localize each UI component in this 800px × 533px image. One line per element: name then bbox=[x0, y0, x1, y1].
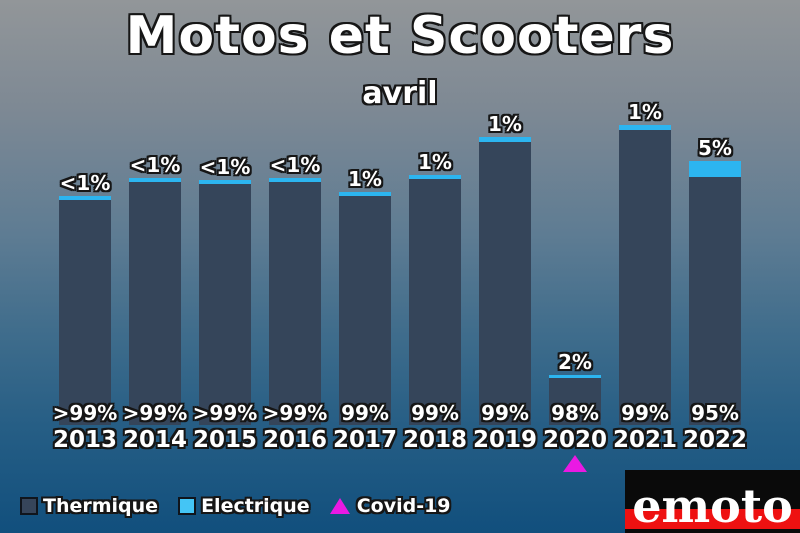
bar-column-2021: 1% 99% 2021 bbox=[610, 100, 680, 475]
electrique-bar-segment bbox=[479, 137, 531, 142]
bar-column-2020: 2% 98% 2020 bbox=[540, 100, 610, 475]
bar-column-2018: 1% 99% 2018 bbox=[400, 100, 470, 475]
covid-marker-icon bbox=[563, 455, 587, 472]
logo-text: emoto bbox=[632, 479, 793, 533]
electrique-bar-segment bbox=[409, 175, 461, 179]
electrique-bar-segment bbox=[549, 375, 601, 378]
thermique-bar: 99% bbox=[409, 175, 461, 425]
legend-item-thermique: Thermique bbox=[20, 495, 158, 517]
year-label: 2018 bbox=[402, 427, 467, 453]
year-label: 2019 bbox=[472, 427, 537, 453]
chart-title: Motos et Scooters bbox=[125, 6, 675, 66]
year-label: 2015 bbox=[192, 427, 257, 453]
thermique-bar: >99% bbox=[123, 178, 187, 425]
thermique-share-label: 95% bbox=[691, 401, 739, 425]
bar-column-2022: 5% 95% 2022 bbox=[680, 100, 750, 475]
electrique-share-label: 2% bbox=[558, 350, 592, 374]
thermique-share-label: >99% bbox=[192, 401, 258, 425]
thermique-bar: 98% bbox=[549, 375, 601, 425]
bar-column-2019: 1% 99% 2019 bbox=[470, 100, 540, 475]
legend-label-thermique: Thermique bbox=[43, 495, 159, 517]
thermique-bar: >99% bbox=[263, 178, 327, 425]
legend-label-covid: Covid-19 bbox=[356, 495, 451, 517]
electrique-share-label: 1% bbox=[418, 150, 452, 174]
thermique-share-label: 98% bbox=[551, 401, 599, 425]
covid-marker-slot bbox=[563, 455, 587, 475]
thermique-share-label: >99% bbox=[122, 401, 188, 425]
electrique-share-label: 1% bbox=[348, 167, 382, 191]
thermique-share-label: 99% bbox=[621, 401, 669, 426]
electrique-bar-segment bbox=[59, 196, 111, 200]
electrique-share-label: <1% bbox=[269, 153, 321, 177]
chart-subtitle: avril bbox=[362, 76, 438, 111]
bar-chart: <1% >99% 2013 <1% >99% 2014 <1% >99% 2015 <1% >99%… bbox=[50, 100, 750, 475]
thermique-share-label: >99% bbox=[262, 401, 328, 425]
year-label: 2016 bbox=[262, 427, 327, 453]
thermique-bar: 95% bbox=[689, 161, 741, 425]
thermique-bar: >99% bbox=[193, 180, 257, 425]
thermique-swatch-icon bbox=[20, 497, 38, 515]
electrique-bar-segment bbox=[339, 192, 391, 196]
year-label: 2022 bbox=[682, 427, 747, 453]
legend-label-electrique: Electrique bbox=[201, 495, 310, 517]
thermique-bar: 99% bbox=[619, 125, 671, 426]
year-label: 2013 bbox=[52, 427, 117, 453]
electrique-swatch-icon bbox=[178, 497, 197, 515]
electrique-share-label: 5% bbox=[698, 136, 732, 160]
electrique-bar-segment bbox=[129, 178, 181, 182]
thermique-share-label: 99% bbox=[341, 401, 389, 425]
electrique-share-label: <1% bbox=[129, 153, 181, 177]
legend-item-electrique: Electrique bbox=[178, 495, 310, 517]
bar-column-2016: <1% >99% 2016 bbox=[260, 100, 330, 475]
electrique-bar-segment bbox=[619, 125, 671, 130]
emoto-logo: emoto bbox=[625, 470, 800, 533]
thermique-share-label: >99% bbox=[52, 401, 118, 425]
electrique-bar-segment bbox=[269, 178, 321, 182]
electrique-share-label: 1% bbox=[628, 100, 662, 124]
legend: Thermique Electrique Covid-19 bbox=[20, 495, 451, 517]
electrique-share-label: 1% bbox=[488, 112, 522, 136]
electrique-bar-segment bbox=[199, 180, 251, 184]
bar-column-2017: 1% 99% 2017 bbox=[330, 100, 400, 475]
thermique-share-label: 99% bbox=[411, 401, 459, 425]
covid-triangle-icon bbox=[329, 498, 350, 514]
electrique-share-label: <1% bbox=[199, 155, 251, 179]
year-label: 2017 bbox=[332, 427, 397, 453]
bar-column-2015: <1% >99% 2015 bbox=[190, 100, 260, 475]
year-label: 2014 bbox=[122, 427, 187, 453]
bar-column-2014: <1% >99% 2014 bbox=[120, 100, 190, 475]
legend-item-covid: Covid-19 bbox=[329, 495, 451, 517]
thermique-bar: 99% bbox=[479, 137, 531, 425]
thermique-share-label: 99% bbox=[481, 401, 529, 425]
year-label: 2021 bbox=[612, 427, 677, 454]
year-label: 2020 bbox=[542, 427, 607, 453]
thermique-bar: >99% bbox=[53, 196, 117, 425]
logo-red-stripe bbox=[625, 509, 800, 529]
bar-column-2013: <1% >99% 2013 bbox=[50, 100, 120, 475]
electrique-share-label: <1% bbox=[59, 171, 111, 195]
electrique-bar-segment bbox=[689, 161, 741, 177]
thermique-bar: 99% bbox=[339, 192, 391, 425]
